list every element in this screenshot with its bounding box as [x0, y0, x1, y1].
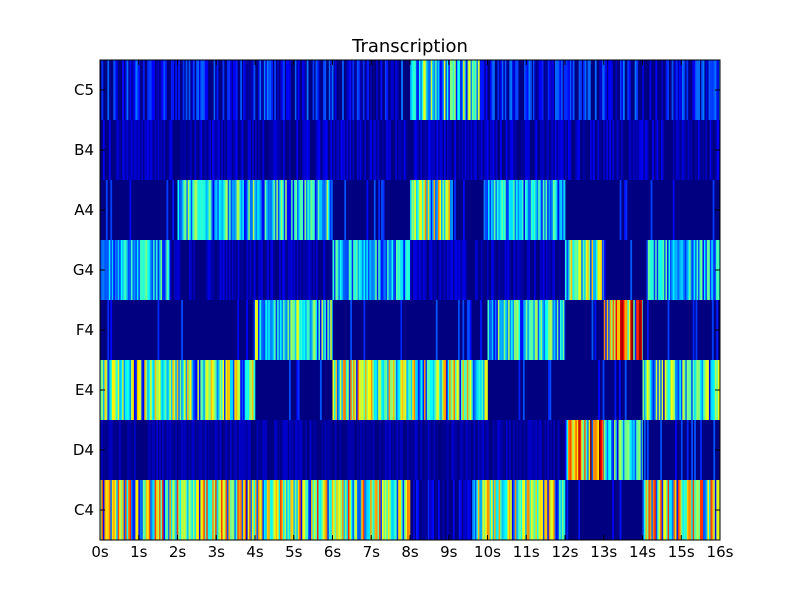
- y-tick-label: F4: [76, 321, 94, 339]
- note-segment: [646, 240, 721, 300]
- note-segment: [344, 180, 385, 240]
- x-tick-label: 15s: [668, 543, 695, 561]
- x-tick-label: 12s: [552, 543, 579, 561]
- x-tick-label: 4s: [246, 543, 264, 561]
- note-segment: [410, 180, 453, 240]
- note-segment: [410, 240, 566, 300]
- note-segment: [100, 480, 411, 540]
- note-segment: [487, 300, 566, 360]
- x-tick-label: 6s: [324, 543, 342, 561]
- note-segment: [603, 300, 643, 360]
- note-segment: [591, 300, 597, 360]
- note-segment: [566, 480, 622, 540]
- note-row-d4: [100, 420, 716, 480]
- note-segment: [410, 60, 481, 120]
- x-tick-label: 16s: [707, 543, 734, 561]
- note-segment: [350, 300, 482, 360]
- note-segment: [479, 60, 721, 120]
- x-tick-label: 8s: [401, 543, 419, 561]
- note-segment: [483, 180, 566, 240]
- note-segment: [603, 420, 643, 480]
- note-segment: [642, 360, 721, 420]
- note-segment: [100, 240, 171, 300]
- x-tick-label: 5s: [285, 543, 303, 561]
- x-tick-label: 1s: [130, 543, 148, 561]
- note-row-c4: [100, 480, 721, 540]
- note-segment: [454, 180, 465, 240]
- note-segment: [332, 240, 411, 300]
- note-segment: [472, 480, 566, 540]
- note-row-b4: [102, 120, 721, 180]
- y-tick-label: C5: [74, 81, 94, 99]
- x-tick-label: 7s: [363, 543, 381, 561]
- y-tick-label: G4: [73, 261, 94, 279]
- note-row-f4: [107, 300, 719, 360]
- x-tick-label: 0s: [91, 543, 109, 561]
- note-segment: [177, 180, 333, 240]
- x-tick-label: 10s: [474, 543, 501, 561]
- y-tick-label: D4: [73, 441, 94, 459]
- note-segment: [255, 300, 333, 360]
- x-tick-label: 3s: [208, 543, 226, 561]
- note-segment: [288, 360, 322, 420]
- note-segment: [412, 480, 471, 540]
- note-segment: [603, 240, 633, 300]
- y-tick-label: C4: [74, 501, 94, 519]
- note-segment: [100, 360, 256, 420]
- note-segment: [643, 420, 716, 480]
- heatmap-area: [100, 60, 721, 540]
- note-segment: [105, 180, 175, 240]
- note-segment: [332, 360, 488, 420]
- chart-title: Transcription: [351, 36, 468, 57]
- axes: 0s 1s 2s 3s 4s 5s 6s 7s 8s 9s 10s 11s 12s 13s 14s 15s 16…: [73, 59, 734, 561]
- note-segment: [100, 420, 566, 480]
- note-segment: [101, 60, 403, 120]
- x-tick-label: 9s: [440, 543, 458, 561]
- note-segment: [642, 480, 721, 540]
- note-segment: [565, 240, 605, 300]
- y-tick-label: E4: [75, 381, 94, 399]
- x-tick-label: 2s: [169, 543, 187, 561]
- note-segment: [619, 180, 715, 240]
- x-tick-label: 11s: [513, 543, 540, 561]
- y-tick-label: A4: [74, 201, 94, 219]
- note-row-g4: [100, 240, 721, 300]
- note-segment: [102, 120, 721, 180]
- note-segment: [107, 300, 256, 360]
- x-tick-label: 13s: [590, 543, 617, 561]
- y-tick-label: B4: [74, 141, 94, 159]
- note-row-c5: [101, 60, 721, 120]
- note-segment: [169, 240, 333, 300]
- x-tick-label: 14s: [629, 543, 656, 561]
- note-row-a4: [105, 180, 715, 240]
- note-segment: [518, 360, 627, 420]
- note-segment: [565, 420, 605, 480]
